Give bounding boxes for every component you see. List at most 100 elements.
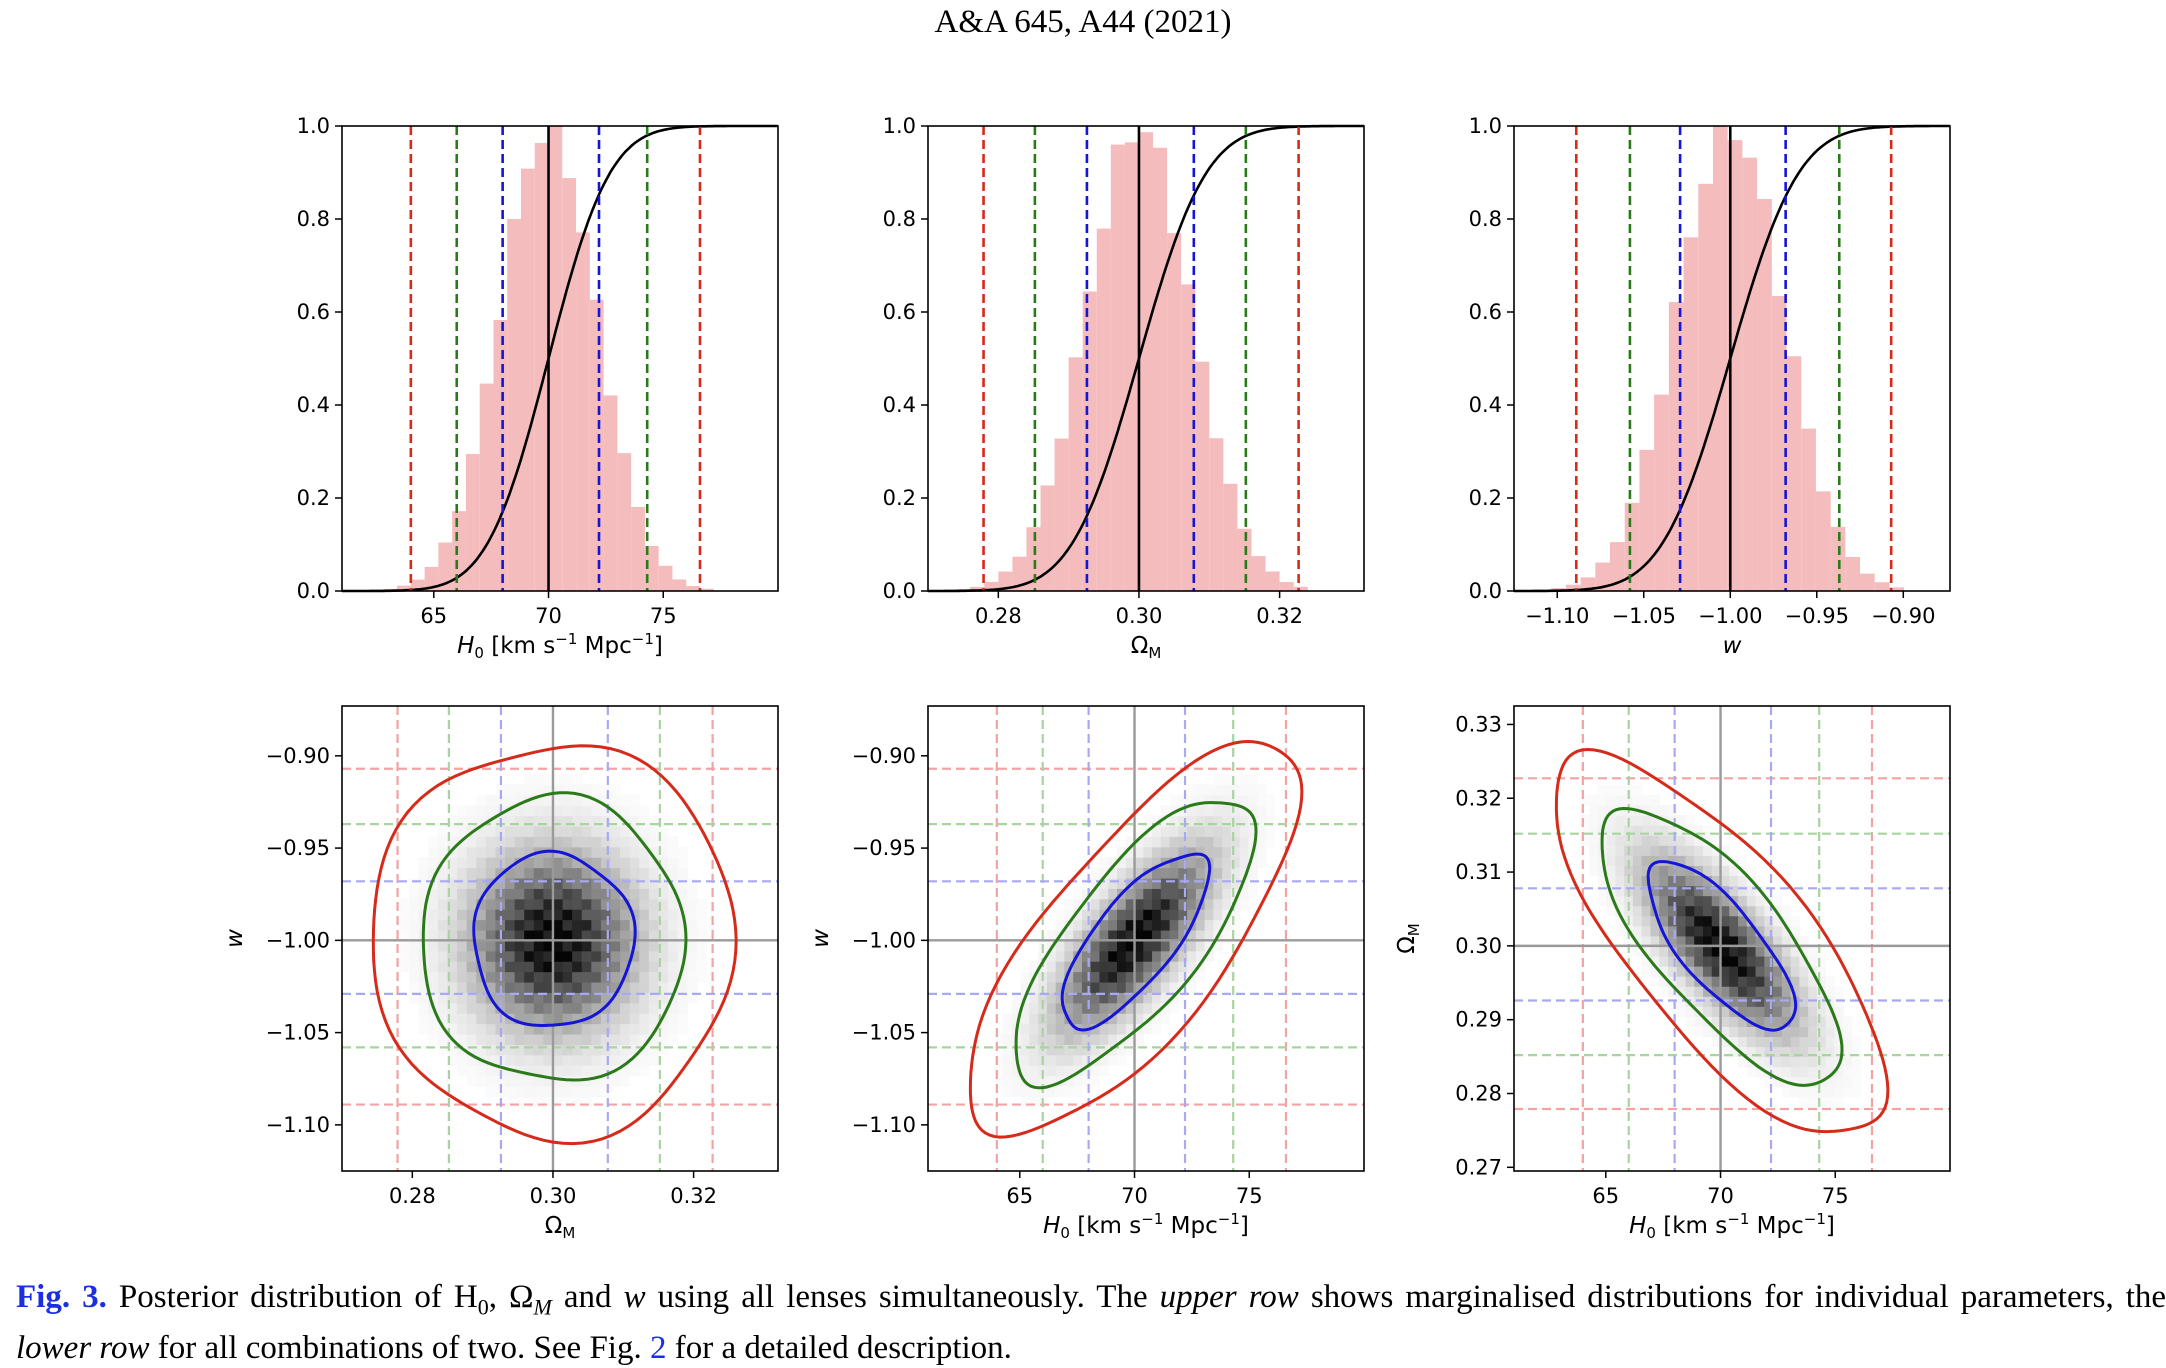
density-cell [1195, 805, 1206, 817]
density-cell [562, 950, 573, 962]
density-cell [1641, 875, 1652, 887]
density-cell [1160, 1013, 1171, 1025]
density-cell [629, 846, 640, 858]
figure-2-link[interactable]: 2 [649, 1329, 667, 1366]
hist-bar [1639, 449, 1655, 591]
density-cell [1152, 1023, 1162, 1035]
density-cell [639, 940, 650, 952]
density-cell [485, 919, 497, 931]
caption-text-5: for a detailed description. [674, 1329, 1012, 1366]
density-cell [1064, 1075, 1074, 1087]
density-cell [1081, 1054, 1092, 1066]
density-cell [543, 940, 554, 952]
density-cell [1650, 915, 1660, 927]
density-cell [1676, 885, 1687, 897]
density-cell [552, 929, 564, 941]
density-cell [1694, 835, 1704, 846]
density-cell [1589, 835, 1599, 846]
density-cell [1117, 898, 1127, 910]
density-cell [1152, 867, 1162, 879]
density-cell [533, 898, 544, 910]
density-cell [1694, 966, 1704, 977]
density-cell [1204, 805, 1214, 817]
density-cell [1746, 895, 1757, 907]
density-cell [1011, 1075, 1022, 1087]
density-cell [552, 909, 564, 921]
density-cell [1073, 1002, 1083, 1014]
density-cell [1055, 1023, 1066, 1035]
density-cell [1090, 992, 1101, 1004]
density-cell [514, 784, 525, 796]
density-cell [428, 940, 439, 952]
density-cell [1746, 865, 1757, 877]
density-cell [514, 940, 525, 952]
density-cell [466, 1023, 477, 1035]
density-cell [1099, 929, 1109, 941]
density-cell [1746, 1006, 1757, 1017]
density-cell [552, 981, 564, 993]
density-cell [1738, 915, 1748, 927]
density-cell [1099, 898, 1109, 910]
density-cell [562, 1023, 573, 1035]
density-cell [1746, 925, 1757, 937]
density-cell [591, 857, 602, 869]
density-cell [1003, 1065, 1013, 1077]
density-cell [1117, 867, 1127, 879]
y-tick-label: 0.28 [1455, 1082, 1502, 1106]
density-cell [1694, 1016, 1704, 1028]
density-cell [1755, 1056, 1765, 1068]
density-cell [505, 857, 516, 869]
density-cell [1816, 1056, 1827, 1068]
density-cell [1117, 929, 1127, 941]
density-cell [1685, 935, 1695, 947]
density-cell [1081, 929, 1092, 941]
density-cell [1773, 915, 1783, 927]
density-cell [629, 1033, 640, 1045]
density-cell [1169, 877, 1179, 889]
density-cell [1615, 855, 1625, 866]
density-cell [437, 825, 449, 837]
density-cell [1143, 909, 1153, 921]
density-cell [1152, 992, 1162, 1004]
density-cell [1248, 773, 1258, 785]
density-cell [562, 825, 573, 837]
density-cell [1738, 895, 1748, 907]
hist-bar [1124, 142, 1139, 591]
density-cell [447, 836, 458, 848]
density-cell [1257, 825, 1267, 837]
density-cell [1632, 945, 1643, 957]
density-cell [1650, 794, 1660, 806]
density-cell [1265, 825, 1276, 837]
density-cell [1624, 895, 1634, 907]
density-cell [1125, 1013, 1136, 1025]
density-cell [620, 836, 631, 848]
density-cell [1667, 955, 1678, 967]
density-cell [1143, 919, 1153, 931]
density-cell [581, 909, 592, 921]
density-cell [514, 846, 525, 858]
figure-label[interactable]: Fig. 3. [16, 1279, 107, 1315]
density-cell [1711, 905, 1722, 917]
density-cell [1632, 925, 1643, 937]
density-cell [1055, 1054, 1066, 1066]
hist-bar [438, 542, 453, 591]
density-cell [610, 784, 621, 796]
hist-bar [452, 511, 466, 591]
density-cell [610, 940, 621, 952]
density-cell [437, 1033, 449, 1045]
density-cell [1738, 955, 1748, 967]
density-cell [620, 825, 631, 837]
density-cell [1755, 925, 1765, 937]
density-cell [476, 1033, 487, 1045]
density-cell [1248, 888, 1258, 900]
density-cell [600, 909, 612, 921]
density-cell [466, 1065, 477, 1077]
y-tick-label: −1.05 [266, 1021, 330, 1045]
density-cell [1222, 909, 1232, 921]
density-cell [1195, 846, 1206, 858]
density-cell [1187, 805, 1197, 817]
density-cell [581, 950, 592, 962]
density-cell [1703, 966, 1713, 977]
density-cell [1108, 1054, 1118, 1066]
